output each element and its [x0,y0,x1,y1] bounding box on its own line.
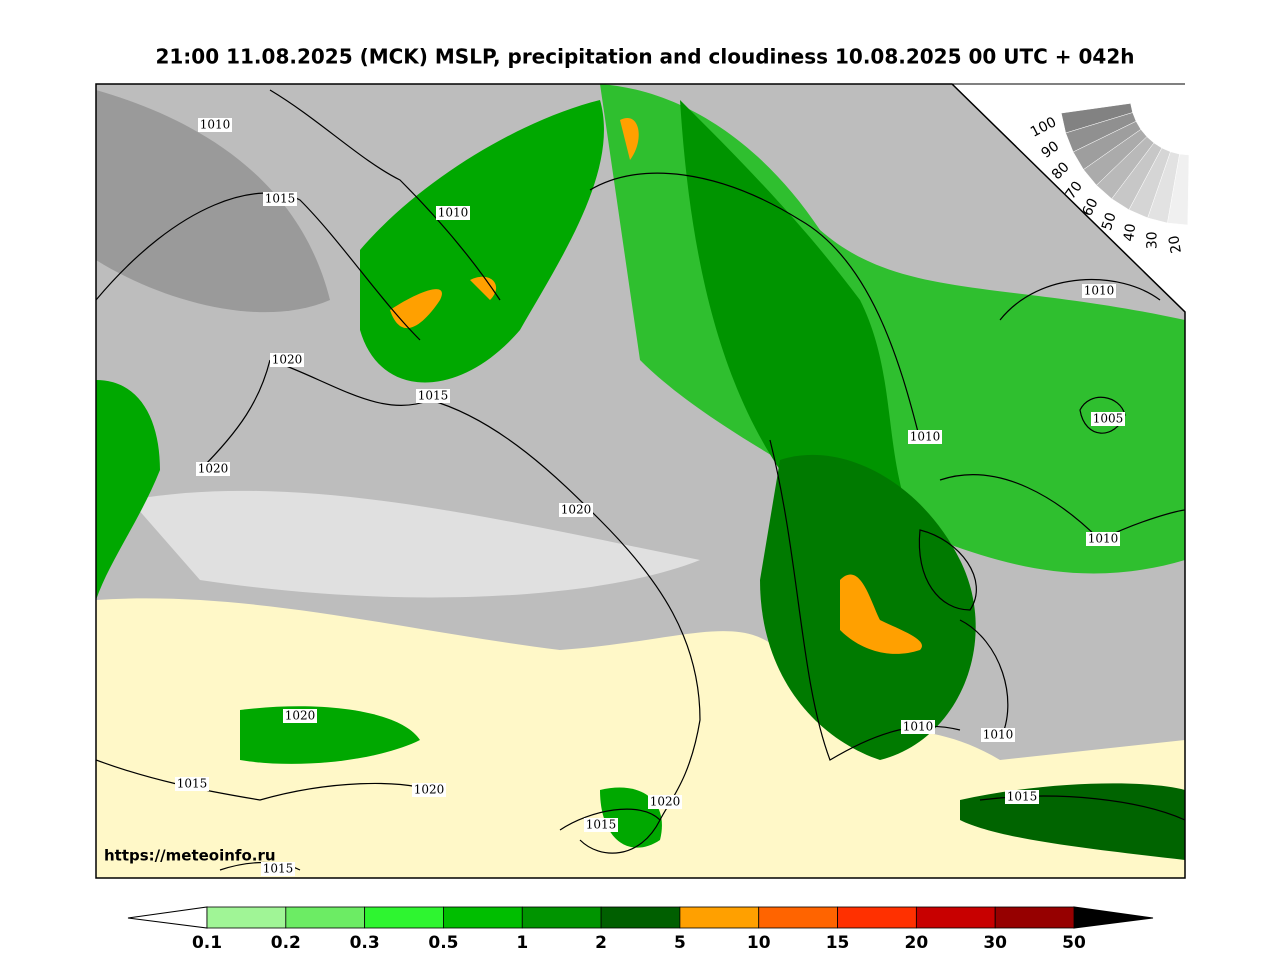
colorbar-label: 2 [595,933,607,953]
colorbar-bin [837,906,917,929]
colorbar-label: 5 [674,933,686,953]
isobar-label-bg [1005,790,1039,804]
rain-area [680,100,920,569]
isobar-label-bg [1091,412,1125,426]
colorbar-bin [364,906,444,929]
map-field [96,84,1185,878]
precipitation-colorbar: 0.1 0.2 0.3 0.5 1 2 5 10 15 20 30 50 [127,906,1154,953]
colorbar-bin [521,906,602,929]
isobar-label: 1020 [272,353,303,367]
isobar-label-bg [283,709,317,723]
isobar-label-bg [263,192,297,206]
colorbar-bin [600,906,681,929]
isobar-labels: 1010 1015 1010 1020 1015 1020 1020 1010 1010 1005… [175,118,1125,876]
colorbar-under [127,906,208,929]
isobar-label-bg [908,430,942,444]
isobar-label: 1015 [1007,790,1038,804]
map-title: 21:00 11.08.2025 (MCK) MSLP, precipitati… [155,45,1134,69]
isobar-label-bg [981,728,1015,742]
colorbar-label: 15 [826,933,850,953]
colorbar-label: 0.2 [271,933,301,953]
cloudiness-label: 20 [1166,234,1185,254]
isobar-label-bg [416,389,450,403]
colorbar-label: 0.5 [428,933,458,953]
isobar-label: 1020 [561,503,592,517]
isobar-label: 1010 [1088,532,1119,546]
cloudiness-label: 60 [1079,196,1101,219]
isobar-label-bg [412,783,446,797]
colorbar-label: 10 [747,933,771,953]
isobar-label: 1010 [438,206,469,220]
colorbar-over [1073,906,1154,929]
source-url: https://meteoinfo.ru [104,847,276,865]
isobar-label: 1015 [265,192,296,206]
colorbar-label: 20 [905,933,929,953]
cloudiness-label: 50 [1099,211,1120,233]
isobar-label: 1015 [418,389,449,403]
colorbar-label: 0.1 [192,933,222,953]
isobar-label-bg [584,818,618,832]
heavy-rain [390,118,639,329]
colorbar-bin [994,906,1075,929]
cloudiness-label: 30 [1144,231,1160,249]
isobar-label: 1015 [177,777,208,791]
isobar-label-bg [198,118,232,132]
isobar-label: 1020 [198,462,229,476]
rain-area [96,380,160,600]
thin-cloud [130,490,700,598]
isobar-label-bg [1082,284,1116,298]
isobar-label: 1010 [200,118,231,132]
isobar-label-bg [175,777,209,791]
cloudiness-label: 80 [1049,159,1073,183]
isobar-label-bg [1086,532,1120,546]
colorbar-bin [915,906,996,929]
thick-cloud [96,90,330,313]
heavy-rain [840,574,922,654]
rain-area [600,787,662,848]
isobar-label-bg [436,206,470,220]
isobar-label: 1020 [650,795,681,809]
isobar-label: 1010 [1084,284,1115,298]
isobar-label: 1010 [983,728,1014,742]
cloudiness-label: 90 [1039,138,1063,161]
colorbar-label: 1 [516,933,528,953]
colorbar-bin [285,906,366,929]
isobar-label: 1015 [263,862,294,876]
cloudiness-label: 100 [1028,114,1059,141]
map-frame [95,83,1186,879]
isobar-label-bg [261,862,295,876]
isobar-label: 1005 [1093,412,1124,426]
isobar-label: 1015 [586,818,617,832]
colorbar-bin [206,906,287,929]
clear-area [96,598,1185,878]
isobar-label-bg [901,720,935,734]
cloudiness-label: 40 [1121,223,1139,243]
colorbar-label: 30 [983,933,1007,953]
colorbar-label: 0.3 [350,933,380,953]
isobar-label: 1020 [285,709,316,723]
isobar-label: 1010 [910,430,941,444]
isobar-label: 1010 [903,720,934,734]
isobar-label-bg [270,353,304,367]
colorbar-bin [443,906,523,929]
isobar-label-bg [648,795,682,809]
isobar-label-bg [559,503,593,517]
isobar-label-bg [196,462,230,476]
isobar-label: 1020 [414,783,445,797]
colorbar-bin [758,906,838,929]
colorbar-bin [679,906,760,929]
colorbar-label: 50 [1062,933,1086,953]
cloudiness-wedge [1167,153,1190,226]
